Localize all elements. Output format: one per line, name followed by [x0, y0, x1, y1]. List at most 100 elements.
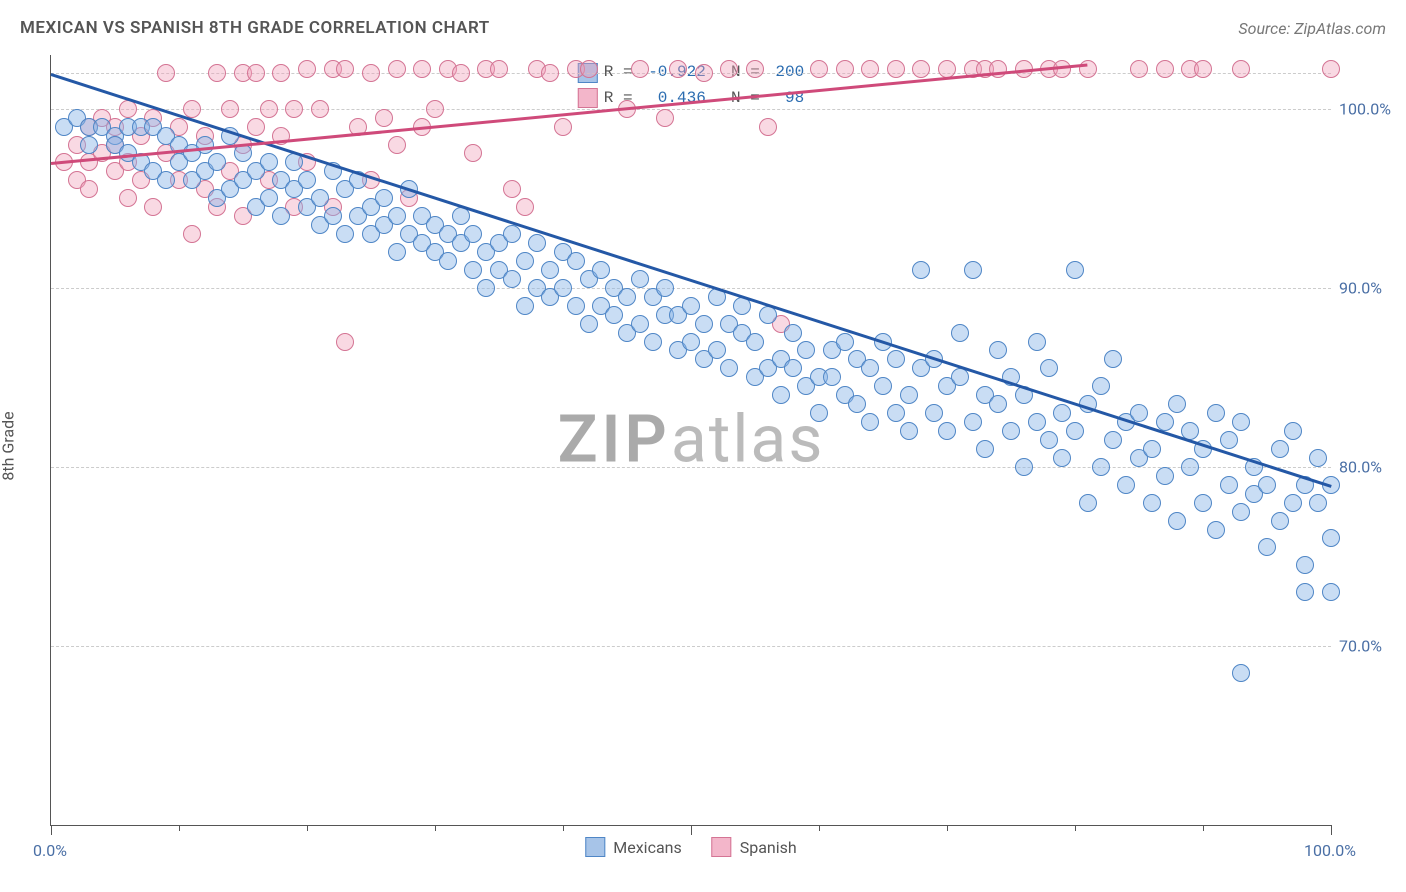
data-point	[810, 404, 828, 422]
data-point	[1181, 458, 1199, 476]
data-point	[1002, 422, 1020, 440]
data-point	[900, 422, 918, 440]
data-point	[708, 341, 726, 359]
data-point	[951, 324, 969, 342]
swatch-icon	[712, 837, 732, 857]
data-point	[516, 252, 534, 270]
data-point	[1015, 458, 1033, 476]
data-point	[1296, 556, 1314, 574]
data-point	[426, 100, 444, 118]
data-point	[157, 64, 175, 82]
data-point	[119, 189, 137, 207]
data-point	[1194, 494, 1212, 512]
bottom-legend: Mexicans Spanish	[585, 837, 796, 857]
data-point	[554, 279, 572, 297]
data-point	[413, 60, 431, 78]
data-point	[900, 386, 918, 404]
data-point	[388, 207, 406, 225]
data-point	[452, 64, 470, 82]
data-point	[362, 64, 380, 82]
y-tick-label: 90.0%	[1339, 278, 1403, 297]
data-point	[720, 359, 738, 377]
data-point	[1156, 60, 1174, 78]
data-point	[541, 64, 559, 82]
data-point	[810, 60, 828, 78]
data-point	[912, 261, 930, 279]
data-point	[541, 261, 559, 279]
data-point	[669, 60, 687, 78]
data-point	[938, 422, 956, 440]
data-point	[1284, 422, 1302, 440]
data-point	[656, 279, 674, 297]
data-point	[516, 297, 534, 315]
data-point	[1284, 494, 1302, 512]
data-point	[1207, 404, 1225, 422]
legend-item: Spanish	[712, 837, 797, 857]
data-point	[388, 136, 406, 154]
data-point	[1322, 583, 1340, 601]
data-point	[1028, 413, 1046, 431]
data-point	[1309, 449, 1327, 467]
data-point	[874, 377, 892, 395]
data-point	[631, 270, 649, 288]
data-point	[784, 324, 802, 342]
data-point	[976, 440, 994, 458]
data-point	[848, 395, 866, 413]
data-point	[503, 225, 521, 243]
data-point	[1117, 476, 1135, 494]
data-point	[528, 234, 546, 252]
data-point	[1143, 440, 1161, 458]
data-point	[1309, 494, 1327, 512]
data-point	[682, 333, 700, 351]
trendline	[51, 73, 1332, 487]
data-point	[912, 60, 930, 78]
data-point	[336, 225, 354, 243]
data-point	[1143, 494, 1161, 512]
data-point	[618, 288, 636, 306]
data-point	[1258, 476, 1276, 494]
data-point	[1168, 395, 1186, 413]
data-point	[605, 306, 623, 324]
x-tick-label: 0.0%	[33, 841, 67, 860]
data-point	[567, 297, 585, 315]
data-point	[1079, 60, 1097, 78]
data-point	[336, 333, 354, 351]
data-point	[1220, 431, 1238, 449]
data-point	[324, 207, 342, 225]
data-point	[452, 207, 470, 225]
data-point	[887, 60, 905, 78]
data-point	[989, 60, 1007, 78]
data-point	[1130, 404, 1148, 422]
data-point	[925, 404, 943, 422]
data-point	[631, 315, 649, 333]
data-point	[1040, 359, 1058, 377]
data-point	[1130, 60, 1148, 78]
stats-legend: R = -0.922 N = 200 R = 0.436 N = 98	[572, 58, 810, 113]
y-axis-label: 8th Grade	[0, 411, 18, 480]
data-point	[861, 413, 879, 431]
data-point	[144, 198, 162, 216]
data-point	[1092, 377, 1110, 395]
data-point	[247, 118, 265, 136]
data-point	[784, 359, 802, 377]
data-point	[311, 100, 329, 118]
data-point	[746, 333, 764, 351]
data-point	[1053, 449, 1071, 467]
data-point	[1232, 60, 1250, 78]
data-point	[388, 243, 406, 261]
data-point	[272, 64, 290, 82]
data-point	[695, 64, 713, 82]
legend-item: Mexicans	[585, 837, 681, 857]
data-point	[208, 153, 226, 171]
data-point	[1271, 512, 1289, 530]
swatch-icon	[585, 837, 605, 857]
data-point	[285, 100, 303, 118]
data-point	[1322, 529, 1340, 547]
data-point	[1271, 440, 1289, 458]
data-point	[1258, 538, 1276, 556]
data-point	[964, 413, 982, 431]
data-point	[1104, 350, 1122, 368]
data-point	[439, 252, 457, 270]
data-point	[183, 100, 201, 118]
data-point	[631, 60, 649, 78]
